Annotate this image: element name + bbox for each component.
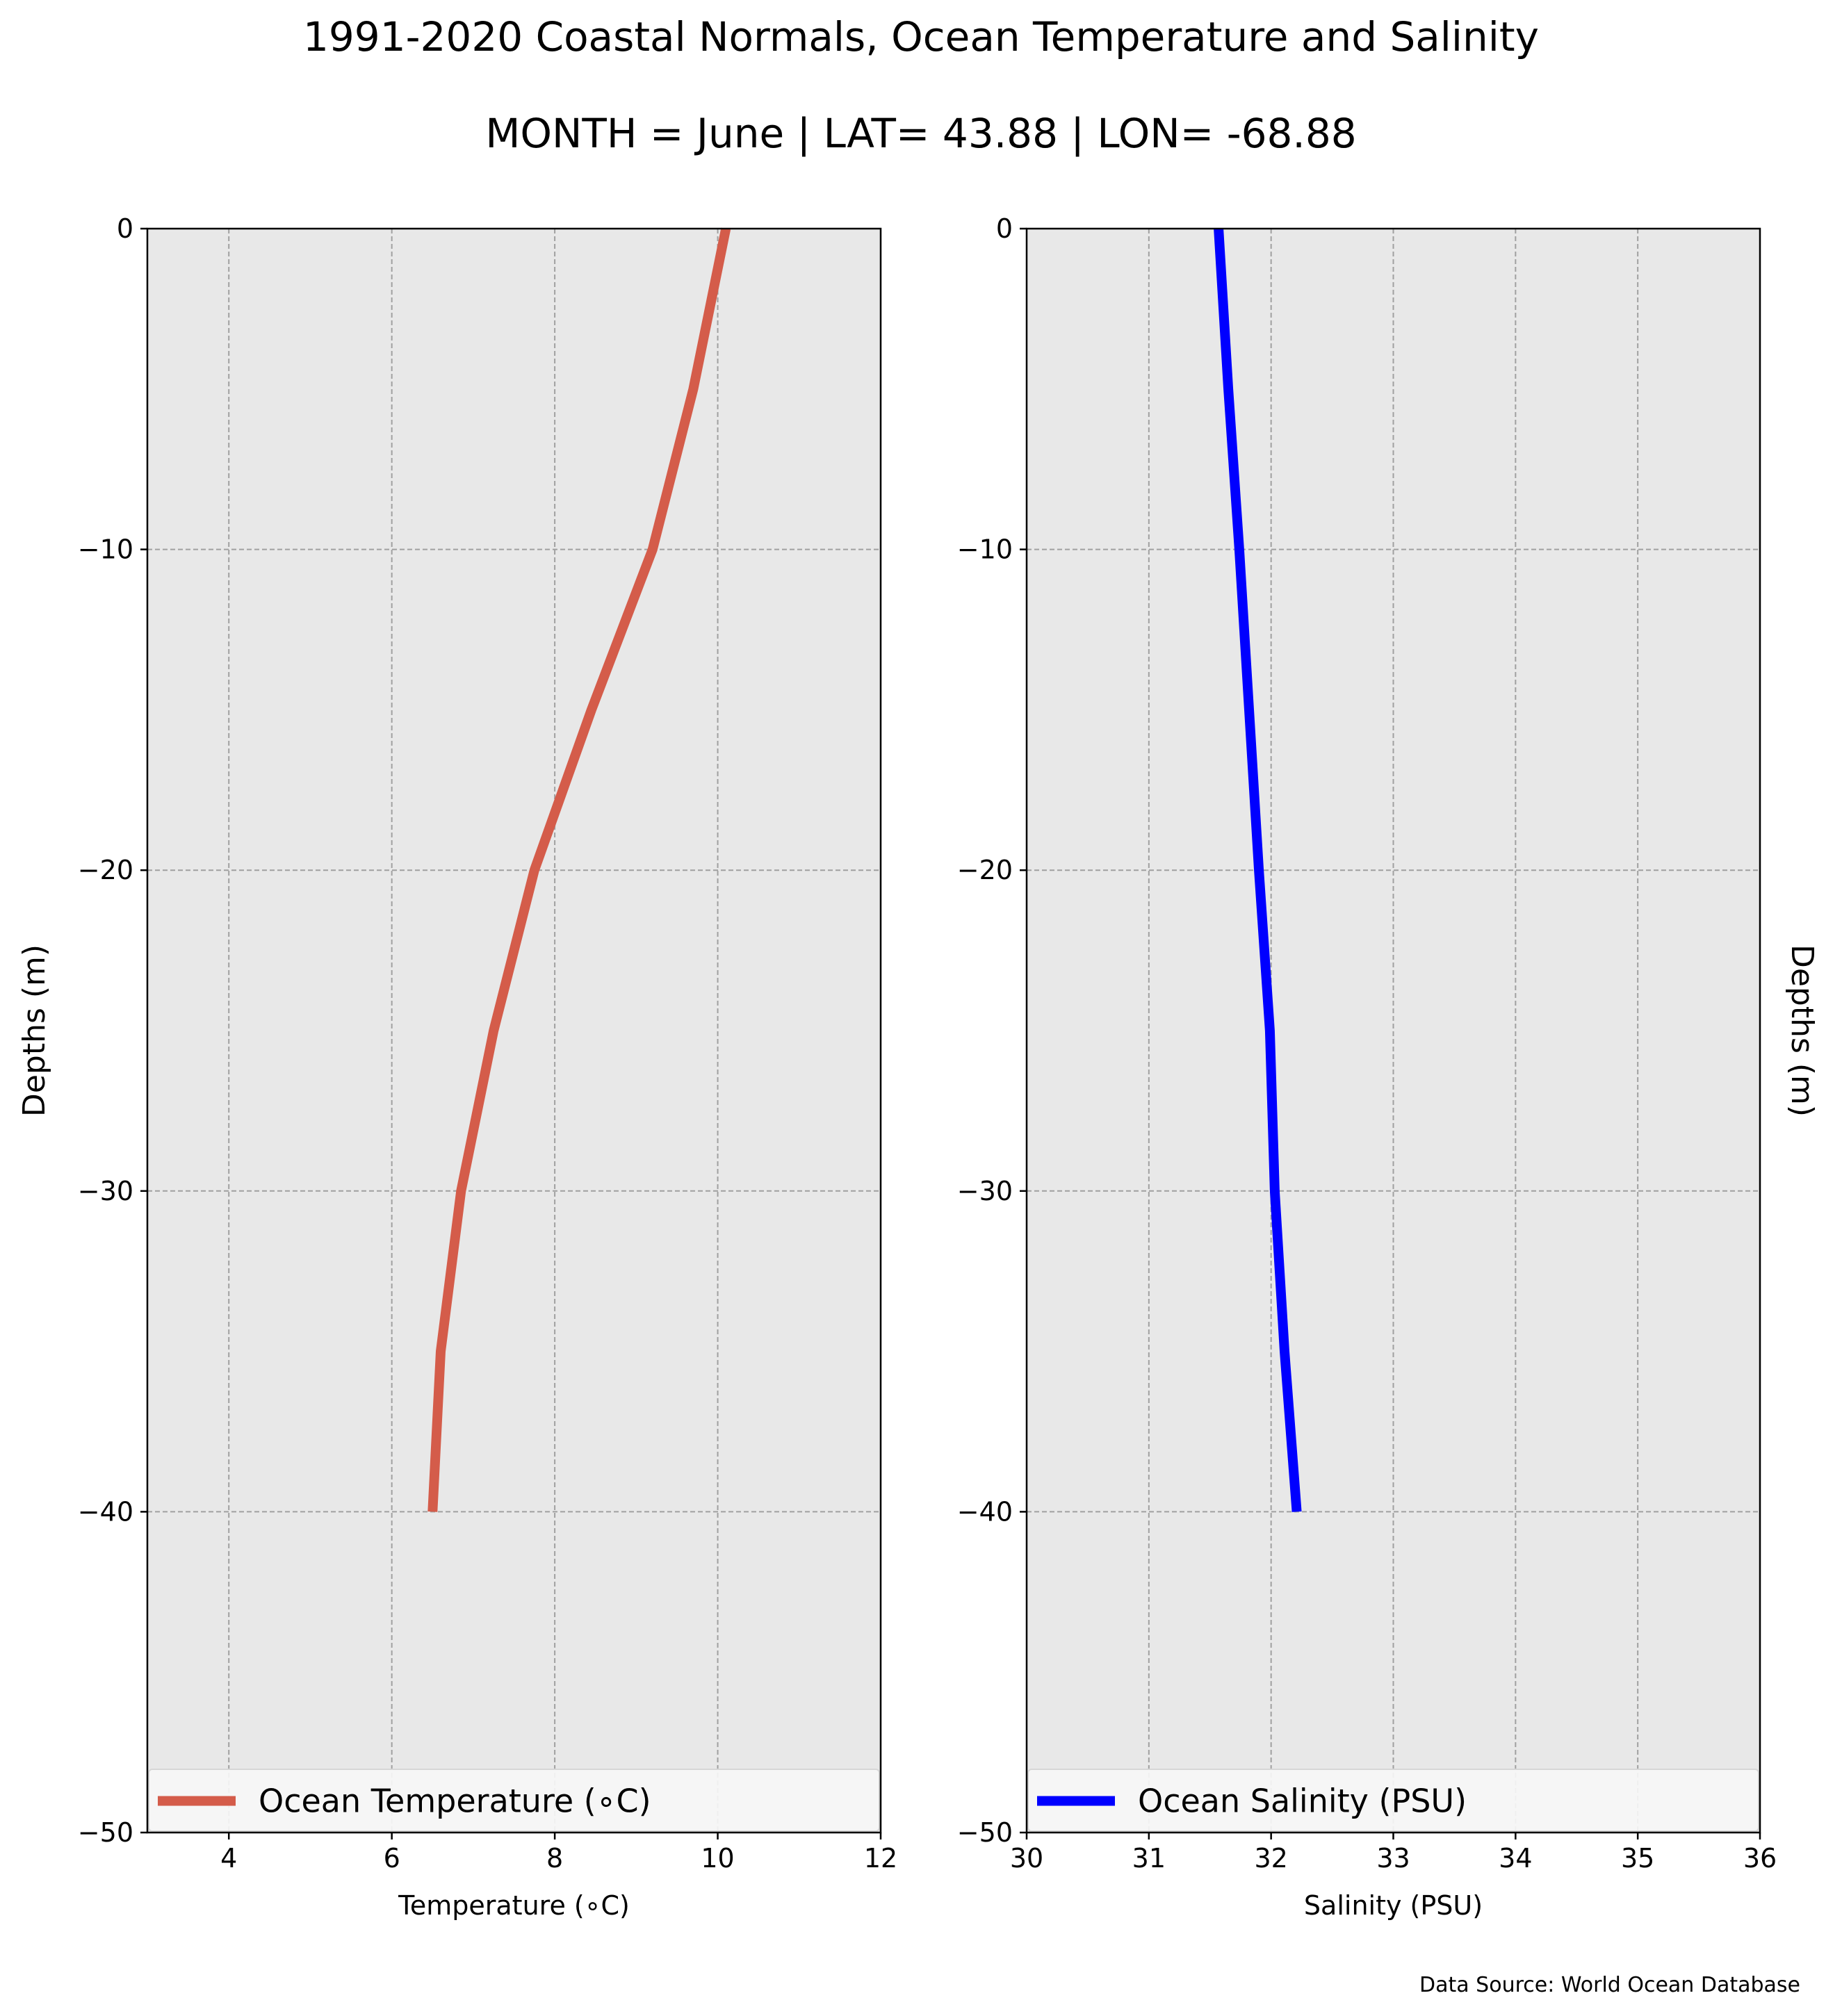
temperature-plot-area [147, 229, 881, 1833]
salinity-y-tick-label: −20 [957, 855, 1013, 885]
temperature-y-tick-label: −20 [78, 855, 133, 885]
salinity-x-axis-label: Salinity (PSU) [1304, 1890, 1483, 1921]
salinity-y-tick-label: −10 [957, 534, 1013, 565]
salinity-legend [1027, 1769, 1759, 1832]
temperature-legend [148, 1769, 880, 1832]
salinity-x-tick-label: 31 [1132, 1843, 1166, 1874]
temperature-axes-frame [146, 227, 882, 1834]
salinity-x-tick-label: 30 [1010, 1843, 1043, 1874]
temperature-y-tick-label: 0 [117, 213, 133, 244]
salinity-plot-area [1027, 229, 1760, 1833]
figure-subtitle: MONTH = June | LAT= 43.88 | LON= -68.88 [485, 110, 1356, 157]
salinity-panel: Ocean Salinity (PSU) 30 31 32 33 34 35 36 0 −10 −2… [957, 213, 1820, 1921]
salinity-x-tick-label: 36 [1743, 1843, 1777, 1874]
salinity-x-tick-label: 35 [1621, 1843, 1654, 1874]
temperature-y-tick-label: −50 [78, 1817, 133, 1848]
temperature-x-tick-label: 4 [220, 1843, 237, 1874]
temperature-x-tick-label: 6 [384, 1843, 400, 1874]
data-source-note: Data Source: World Ocean Database [1419, 1973, 1800, 1997]
salinity-x-tick-label: 32 [1254, 1843, 1287, 1874]
temperature-x-axis-label: Temperature (∘C) [398, 1890, 630, 1921]
salinity-y-tick-label: −30 [957, 1176, 1013, 1206]
temperature-x-tick-label: 8 [546, 1843, 563, 1874]
temperature-y-tick-label: −30 [78, 1176, 133, 1206]
temperature-panel: Ocean Temperature (∘C) 4 6 8 10 12 0 −10 −20 −30 −… [17, 213, 897, 1921]
salinity-y-tick-label: −40 [957, 1496, 1013, 1527]
salinity-legend-label: Ocean Salinity (PSU) [1138, 1783, 1467, 1820]
temperature-x-tick-label: 12 [864, 1843, 897, 1874]
temperature-legend-label: Ocean Temperature (∘C) [259, 1783, 651, 1820]
temperature-x-tick-label: 10 [701, 1843, 734, 1874]
salinity-y-axis-label: Depths (m) [1784, 944, 1820, 1117]
salinity-x-tick-label: 34 [1499, 1843, 1532, 1874]
figure-title: 1991-2020 Coastal Normals, Ocean Tempera… [303, 13, 1539, 60]
temperature-y-tick-label: −40 [78, 1496, 133, 1527]
temperature-y-axis-label: Depths (m) [17, 944, 52, 1117]
temperature-y-tick-label: −10 [78, 534, 133, 565]
salinity-x-tick-label: 33 [1376, 1843, 1410, 1874]
salinity-y-tick-label: −50 [957, 1817, 1013, 1848]
salinity-y-tick-label: 0 [996, 213, 1013, 244]
salinity-series-line [1214, 228, 1302, 1512]
temperature-series-line [427, 227, 731, 1512]
